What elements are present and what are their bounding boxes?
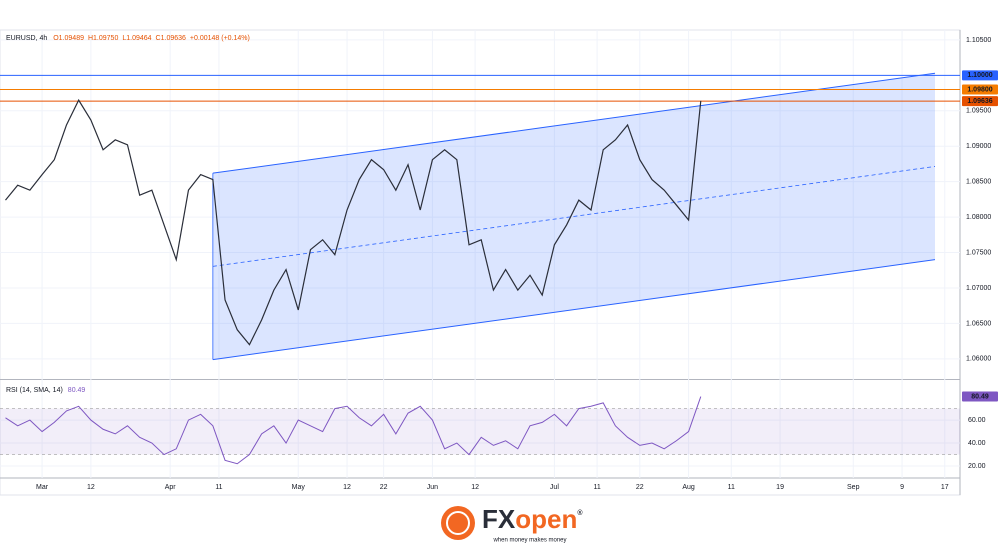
channel-lower [212,259,936,361]
y-tick-label: 1.09500 [966,108,991,115]
ohlc-change: +0.00148 (+0.14%) [190,35,250,42]
x-tick-label: 12 [471,484,479,491]
y-tick-label: 1.10500 [966,37,991,44]
x-tick-label: 22 [636,484,644,491]
rsi-tick-label: 60.00 [968,417,986,424]
rsi-tick-label: 40.00 [968,440,986,447]
logo-fx: FX [482,504,516,534]
x-tick-label: Aug [682,484,695,491]
logo-tagline: when money makes money [492,538,566,544]
rsi-label: RSI (14, SMA, 14) [6,387,63,394]
level-label: 1.09800 [967,86,992,93]
x-tick-label: Mar [36,484,49,491]
y-tick-label: 1.06000 [966,356,991,363]
logo-emblem [441,506,475,540]
level-badge [962,70,998,81]
y-tick-label: 1.08000 [966,214,991,221]
level-badge [962,84,998,95]
x-tick-label: Sep [847,484,860,491]
x-tick-label: 19 [776,484,784,491]
ohlc-open: O1.09489 [53,35,84,42]
x-tick-label: 9 [900,484,904,491]
legend-header: EURUSD, 4h O1.09489 H1.09750 L1.09464 C1.096… [6,35,250,42]
price-line [5,98,702,346]
rsi-line [5,396,702,465]
x-tick-label: Jun [427,484,438,491]
x-tick-label: 12 [87,484,95,491]
x-tick-label: 12 [343,484,351,491]
grid [0,30,960,478]
x-tick-label: 11 [728,484,735,491]
x-tick-label: 11 [593,484,600,491]
logo-emblem-ring [446,511,470,535]
x-tick-label: 11 [215,484,222,491]
ohlc-close: C1.09636 [156,35,186,42]
y-tick-label: 1.07500 [966,249,991,256]
y-tick-label: 1.09000 [966,143,991,150]
rsi-badge [962,391,998,402]
rsi-badge-label: 80.49 [971,393,989,400]
x-tick-label: 22 [380,484,388,491]
y-tick-label: 1.08500 [966,179,991,186]
channel-mid [212,166,936,267]
level-label: 1.10000 [967,72,992,79]
ohlc-high: H1.09750 [88,35,118,42]
rsi-tick-label: 20.00 [968,463,986,470]
logo-text: FXopen® [482,504,583,534]
ohlc-low: L1.09464 [122,35,151,42]
rsi-value: 80.49 [68,387,86,394]
level-badge [962,96,998,107]
symbol: EURUSD, 4h [6,35,47,42]
y-tick-label: 1.07000 [966,285,991,292]
rsi-band [0,408,960,455]
logo-open: open [515,504,577,534]
x-tick-label: Apr [165,484,177,491]
level-label: 1.09636 [967,98,992,105]
logo: FXopen® when money makes money [441,504,583,544]
y-tick-label: 1.06500 [966,320,991,327]
plot [0,72,960,465]
logo-mark: ® [577,509,583,517]
rsi-header: RSI (14, SMA, 14) 80.49 [6,387,85,394]
x-tick-label: 17 [941,484,949,491]
x-tick-label: May [292,484,306,491]
x-tick-label: Jul [550,484,559,491]
